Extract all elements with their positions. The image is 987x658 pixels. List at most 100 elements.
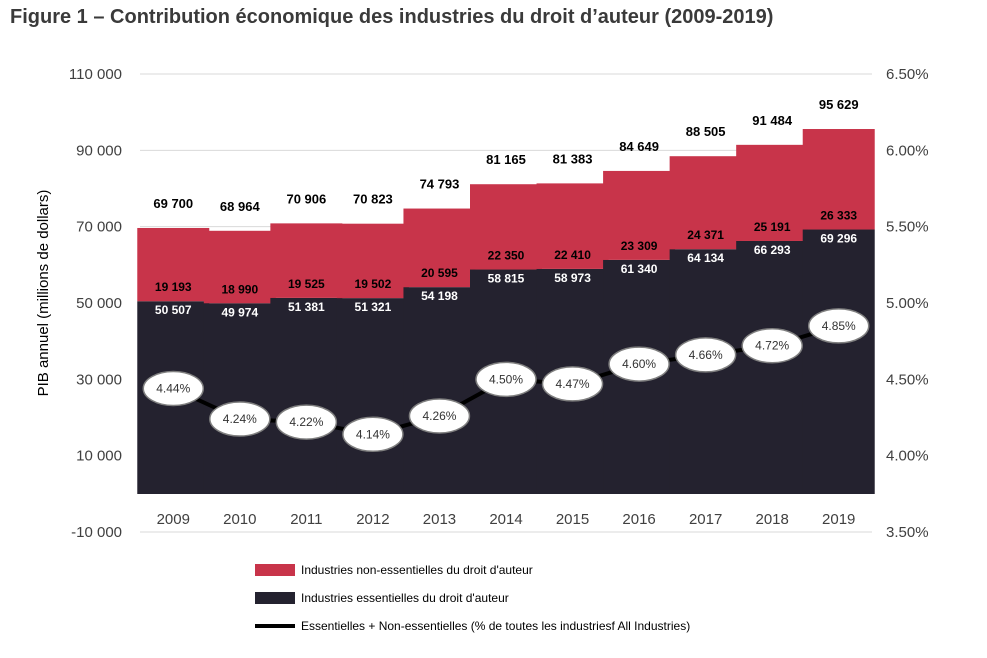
- percent-label: 4.72%: [755, 339, 789, 353]
- percent-point: [342, 416, 404, 453]
- y2-tick-label: 4.50%: [886, 371, 929, 388]
- legend-label: Industries non-essentielles du droit d'a…: [301, 563, 533, 577]
- bar-essential: [736, 240, 809, 494]
- percent-point: [807, 308, 870, 344]
- bar-non-essential-label: 24 371: [687, 228, 724, 242]
- bar-non-essential: [669, 156, 742, 250]
- bar-total-label: 81 165: [486, 152, 526, 167]
- x-tick-label: 2010: [223, 511, 256, 528]
- bar-non-essential-label: 19 502: [355, 277, 392, 291]
- bar-non-essential-label: 23 309: [621, 239, 658, 253]
- bar-essential-label: 51 381: [288, 300, 325, 314]
- legend-swatch: [255, 564, 295, 576]
- y-tick-label: 50 000: [76, 295, 122, 312]
- legend-label: Essentielles + Non-essentielles (% de to…: [301, 619, 690, 633]
- bar-total-label: 74 793: [420, 177, 460, 192]
- y2-tick-label: 5.00%: [886, 295, 929, 312]
- percent-label: 4.60%: [622, 357, 656, 371]
- bar-non-essential-label: 22 410: [554, 248, 591, 262]
- bar-non-essential-label: 26 333: [820, 209, 857, 223]
- bar-essential-label: 58 973: [554, 271, 591, 285]
- percent-point: [674, 337, 737, 373]
- bar-essential-label: 54 198: [421, 289, 458, 303]
- bar-essential-label: 49 974: [221, 305, 258, 319]
- bar-non-essential: [470, 184, 542, 270]
- legend-label: Industries essentielles du droit d'auteu…: [301, 591, 509, 605]
- percent-label: 4.85%: [822, 319, 856, 333]
- bar-essential: [802, 229, 875, 494]
- bar-non-essential: [270, 223, 343, 298]
- percent-point: [475, 361, 537, 398]
- percent-point: [209, 401, 271, 437]
- bar-non-essential: [203, 230, 276, 304]
- x-tick-label: 2018: [755, 511, 788, 528]
- bar-non-essential-label: 25 191: [754, 220, 791, 234]
- bar-total-label: 95 629: [819, 97, 859, 112]
- bar-essential-label: 61 340: [621, 262, 658, 276]
- percent-label: 4.14%: [356, 427, 390, 441]
- x-tick-label: 2014: [489, 511, 522, 528]
- percent-point: [608, 346, 670, 382]
- bar-non-essential: [137, 227, 210, 302]
- percent-label: 4.66%: [689, 348, 723, 362]
- y-tick-label: 110 000: [69, 66, 122, 83]
- legend-swatch: [255, 592, 295, 604]
- bar-essential: [336, 298, 409, 494]
- bar-essential-label: 69 296: [820, 232, 857, 246]
- y-axis-label: PIB annuel (millions de dollars): [35, 190, 52, 397]
- y2-tick-label: 6.00%: [886, 142, 929, 159]
- x-tick-label: 2017: [689, 511, 722, 528]
- bar-total-label: 70 823: [353, 192, 393, 207]
- bar-essential-label: 66 293: [754, 243, 791, 257]
- bar-essential: [403, 287, 476, 494]
- bar-total-label: 68 964: [220, 199, 261, 214]
- bar-non-essential: [802, 129, 875, 230]
- y2-tick-label: 6.50%: [886, 66, 929, 83]
- percent-point: [541, 366, 604, 402]
- y-tick-label: -10 000: [71, 524, 122, 541]
- bar-non-essential: [336, 223, 409, 299]
- percent-point: [275, 404, 338, 440]
- bar-total-label: 91 484: [752, 113, 793, 128]
- bar-non-essential-label: 18 990: [221, 282, 258, 296]
- x-tick-label: 2012: [356, 511, 389, 528]
- bar-non-essential: [603, 170, 676, 260]
- bar-non-essential-label: 20 595: [421, 266, 458, 280]
- percent-label: 4.50%: [489, 372, 523, 386]
- bar-total-label: 81 383: [553, 151, 593, 166]
- bar-essential: [203, 303, 276, 494]
- bar-essential-label: 50 507: [155, 303, 192, 317]
- percent-label: 4.24%: [223, 412, 257, 426]
- bar-total-label: 69 700: [153, 196, 193, 211]
- y2-tick-label: 5.50%: [886, 219, 929, 236]
- bar-essential-label: 51 321: [355, 300, 392, 314]
- bar-essential: [270, 297, 343, 494]
- bar-non-essential: [403, 208, 476, 288]
- bar-essential-label: 58 815: [488, 272, 525, 286]
- bar-non-essential-label: 19 193: [155, 280, 192, 294]
- bar-non-essential-label: 22 350: [488, 249, 525, 263]
- percent-point: [741, 327, 803, 364]
- percent-point: [408, 398, 471, 434]
- bar-total-label: 88 505: [686, 124, 726, 139]
- y-tick-label: 10 000: [76, 448, 122, 465]
- y2-tick-label: 3.50%: [886, 524, 929, 541]
- x-tick-label: 2013: [423, 511, 456, 528]
- y2-tick-label: 4.00%: [886, 448, 929, 465]
- bar-essential-label: 64 134: [687, 251, 724, 265]
- y-tick-label: 90 000: [76, 142, 122, 159]
- bar-total-label: 84 649: [619, 139, 659, 154]
- bar-total-label: 70 906: [286, 191, 326, 206]
- percent-label: 4.22%: [289, 415, 323, 429]
- y-tick-label: 30 000: [76, 371, 122, 388]
- bar-non-essential: [536, 183, 609, 269]
- percent-label: 4.26%: [422, 409, 456, 423]
- x-tick-label: 2011: [290, 511, 322, 528]
- x-tick-label: 2019: [822, 511, 855, 528]
- y-tick-label: 70 000: [76, 219, 122, 236]
- x-tick-label: 2015: [556, 511, 589, 528]
- percent-point: [142, 370, 205, 407]
- x-tick-label: 2016: [622, 511, 655, 528]
- bar-non-essential-label: 19 525: [288, 277, 325, 291]
